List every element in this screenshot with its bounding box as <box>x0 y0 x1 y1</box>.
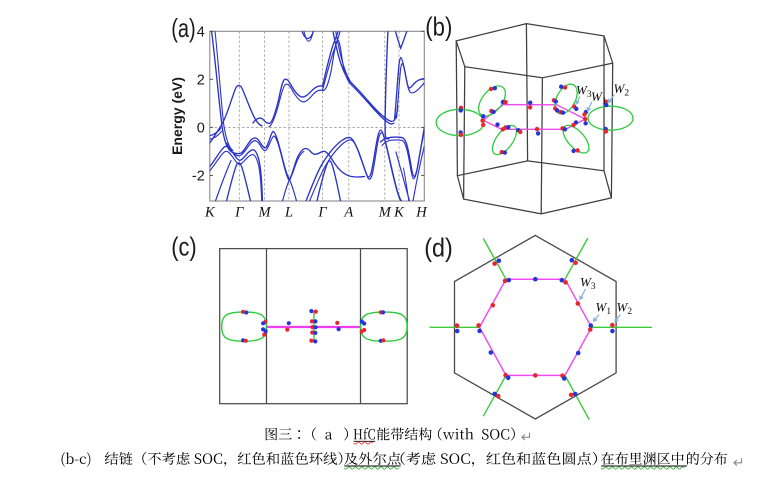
svg-text:M: M <box>378 205 392 221</box>
svg-text:Energy (eV): Energy (eV) <box>169 77 185 155</box>
svg-text:Γ: Γ <box>234 205 244 221</box>
svg-text:0: 0 <box>197 121 205 137</box>
svg-text:M: M <box>258 205 272 221</box>
svg-text:(b): (b) <box>425 12 452 42</box>
svg-text:4: 4 <box>197 25 205 41</box>
svg-text:K: K <box>204 205 216 221</box>
svg-text:-2: -2 <box>192 169 205 185</box>
svg-text:(d): (d) <box>424 233 453 263</box>
svg-text:(a): (a) <box>171 13 196 43</box>
svg-text:Γ: Γ <box>317 205 327 221</box>
svg-text:L: L <box>284 205 293 221</box>
svg-text:2: 2 <box>197 73 205 89</box>
svg-text:(c): (c) <box>171 232 197 262</box>
svg-text:A: A <box>343 205 353 221</box>
svg-text:H: H <box>415 205 428 221</box>
svg-text:K: K <box>393 205 405 221</box>
